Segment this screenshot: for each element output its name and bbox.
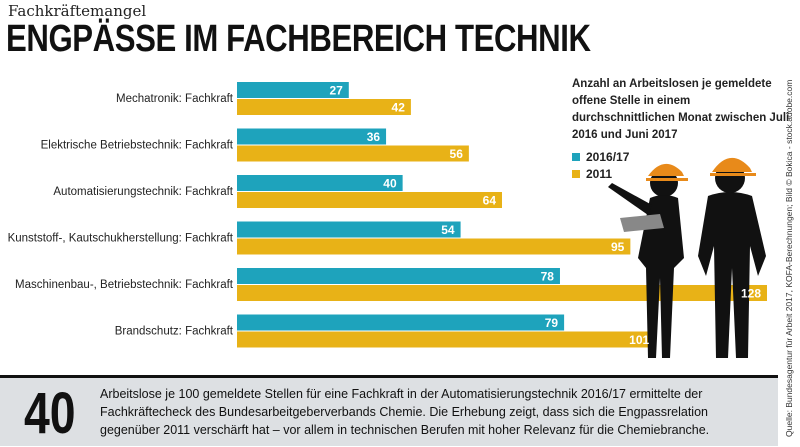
bar-2016-17 (237, 128, 387, 145)
category-label: Mechatronik: Fachkraft (116, 93, 234, 105)
value-label: 78 (541, 270, 555, 284)
bar-2016-17 (237, 314, 565, 331)
category-label: Maschinenbau-, Betriebstechnik: Fachkraf… (15, 279, 234, 291)
chart-note: Anzahl an Arbeitslosen je gemeldete offe… (572, 78, 790, 141)
big-number: 40 (24, 381, 76, 446)
workers-illustration (608, 157, 766, 358)
legend: 2016/17 2011 (572, 149, 629, 183)
legend-swatch (572, 153, 580, 161)
bar-2011 (237, 99, 411, 115)
category-label: Automatisierungstechnik: Fachkraft (53, 186, 233, 198)
page-title: ENGPÄSSE IM FACHBEREICH TECHNIK (6, 18, 591, 60)
category-label: Brandschutz: Fachkraft (115, 326, 234, 338)
value-label: 64 (483, 194, 497, 208)
bar-chart: Mechatronik: Fachkraft Elektrische Betrie… (8, 82, 767, 358)
value-label: 95 (611, 240, 625, 254)
bar-2016-17 (237, 221, 461, 238)
bar-2011 (237, 331, 656, 348)
legend-item-2011: 2011 (572, 166, 629, 183)
bar-2016-17 (237, 268, 560, 284)
value-label: 128 (741, 287, 761, 301)
legend-label: 2011 (586, 167, 613, 181)
value-label: 42 (392, 101, 406, 115)
value-label: 54 (441, 223, 455, 237)
legend-swatch (572, 170, 580, 178)
summary-text: Arbeitslose je 100 gemeldete Stellen für… (100, 387, 710, 437)
value-label: 56 (450, 147, 464, 161)
value-label: 79 (545, 316, 559, 330)
value-label: 27 (329, 84, 343, 98)
legend-item-2016-17: 2016/17 (572, 149, 629, 166)
category-label: Kunststoff-, Kautschukherstellung: Fachk… (8, 233, 234, 245)
bar-2011 (237, 238, 631, 255)
value-label: 36 (367, 130, 381, 144)
category-label: Elektrische Betriebstechnik: Fachkraft (41, 140, 234, 152)
value-label: 101 (629, 333, 649, 347)
bar-2016-17 (237, 82, 349, 98)
value-label: 40 (383, 177, 397, 191)
bar-2016-17 (237, 175, 403, 191)
legend-label: 2016/17 (586, 150, 630, 164)
bar-2011 (237, 145, 469, 162)
bar-2011 (237, 192, 502, 208)
summary-box: 40 Arbeitslose je 100 gemeldete Stellen … (0, 375, 778, 446)
bar-2011 (237, 285, 767, 301)
source-credit: Quelle: Bundesagentur für Arbeit 2017, K… (784, 79, 794, 437)
kicker: Fachkräftemangel (8, 2, 147, 20)
